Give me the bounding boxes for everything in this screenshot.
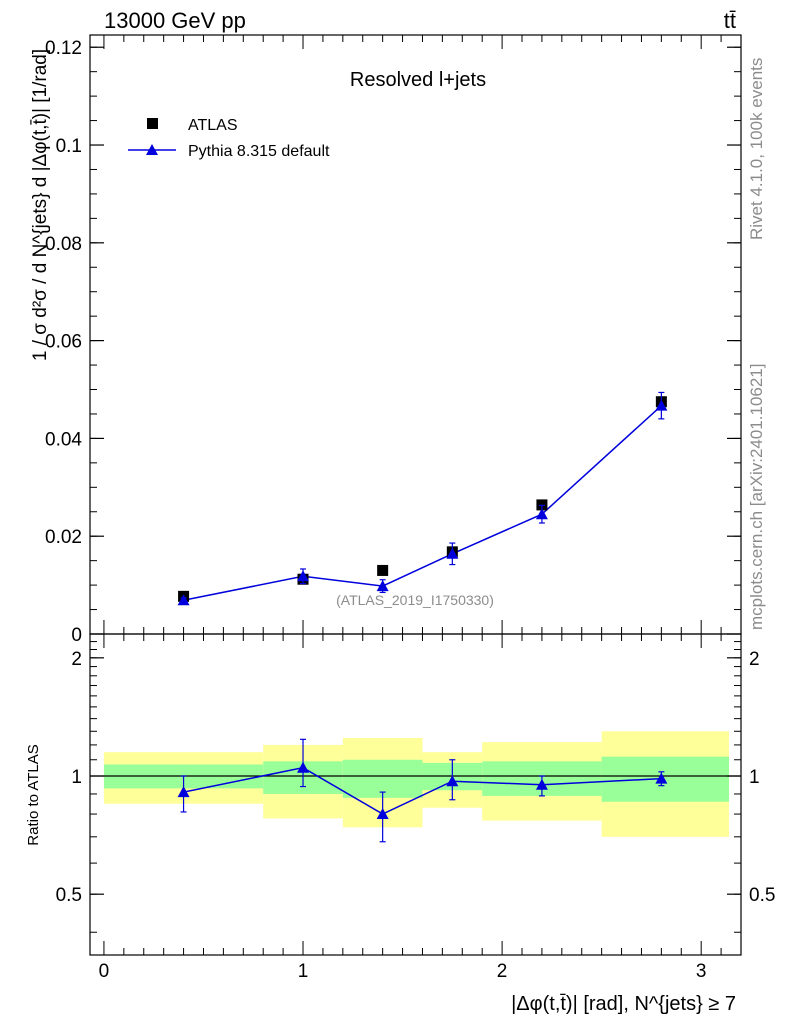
ratio-uncertainty-bands xyxy=(103,731,730,837)
pythia-point xyxy=(446,547,459,559)
x-axis-label: |Δφ(t,t̄)| [rad], N^{jets} ≥ 7 xyxy=(511,993,736,1015)
collision-label: 13000 GeV pp xyxy=(104,8,246,33)
ratio-line xyxy=(183,766,662,815)
main-title: Resolved l+jets xyxy=(350,69,486,91)
analysis-tag: (ATLAS_2019_I1750330) xyxy=(336,592,494,608)
ratio-point xyxy=(446,775,459,787)
pythia-point xyxy=(535,508,548,520)
ratio-y-tick-label-left: 1 xyxy=(71,767,82,788)
mcplots-label: mcplots.cern.ch [arXiv:2401.10621] xyxy=(747,364,766,630)
pythia-point xyxy=(177,594,190,606)
pythia-point xyxy=(655,399,668,411)
ratio-data-marks xyxy=(177,738,668,843)
main-data-marks xyxy=(177,391,668,606)
ratio-y-tick-label-right: 2 xyxy=(749,649,760,670)
ratio-point xyxy=(297,761,310,773)
rivet-label: Rivet 4.1.0, 100k events xyxy=(747,58,766,240)
ratio-point xyxy=(535,778,548,790)
ratio-y-tick-label-left: 2 xyxy=(71,649,82,670)
ratio-point xyxy=(376,808,389,820)
x-tick-label: 1 xyxy=(298,961,309,982)
main-y-tick-label: 0.08 xyxy=(45,234,82,255)
ratio-green-band xyxy=(601,756,730,802)
main-y-tick-label: 0.1 xyxy=(56,136,82,157)
ratio-panel: 0.5 0.5 1 1 2 2 0 1 2 3 Ratio to ATLAS |Δφ(t,t̄)|… xyxy=(25,633,775,1015)
x-tick-label: 0 xyxy=(99,961,110,982)
atlas-point xyxy=(377,564,389,576)
ratio-green-band xyxy=(342,759,423,798)
legend-atlas-label: ATLAS xyxy=(188,117,238,134)
legend-atlas-marker xyxy=(147,118,158,129)
main-y-tick-label: 0 xyxy=(71,625,82,646)
ratio-point xyxy=(177,786,190,798)
legend: ATLAS Pythia 8.315 default xyxy=(128,117,330,160)
pythia-point xyxy=(376,580,389,592)
x-tick-label: 2 xyxy=(497,961,508,982)
main-y-axis-label: 1 / σ d²σ / d N^{jets} d |Δφ(t,t̄)| [1/r… xyxy=(30,49,51,361)
pythia-point xyxy=(297,570,310,582)
x-tick-label: 3 xyxy=(696,961,707,982)
main-y-tick-label: 0.06 xyxy=(45,332,82,353)
legend-pythia-label: Pythia 8.315 default xyxy=(188,143,330,160)
main-y-tick-label: 0.12 xyxy=(45,38,82,59)
legend-pythia-marker xyxy=(146,144,158,155)
ratio-point xyxy=(655,772,668,784)
ratio-y-tick-label-right: 0.5 xyxy=(749,885,775,906)
ratio-frame xyxy=(89,633,742,956)
pythia-line xyxy=(183,405,662,601)
ratio-y-tick-label-right: 1 xyxy=(749,767,760,788)
main-panel: 0 0.02 0.04 0.06 0.08 0.1 0.12 Resolved l+jets… xyxy=(30,34,742,646)
process-label: tt̄ xyxy=(724,8,736,33)
ratio-y-tick-label-left: 0.5 xyxy=(56,885,82,906)
ratio-axes: 0.5 0.5 1 1 2 2 0 1 2 3 xyxy=(56,633,775,982)
main-y-tick-label: 0.04 xyxy=(45,429,82,450)
main-y-tick-label: 0.02 xyxy=(45,527,82,548)
ratio-y-axis-label: Ratio to ATLAS xyxy=(25,744,42,845)
